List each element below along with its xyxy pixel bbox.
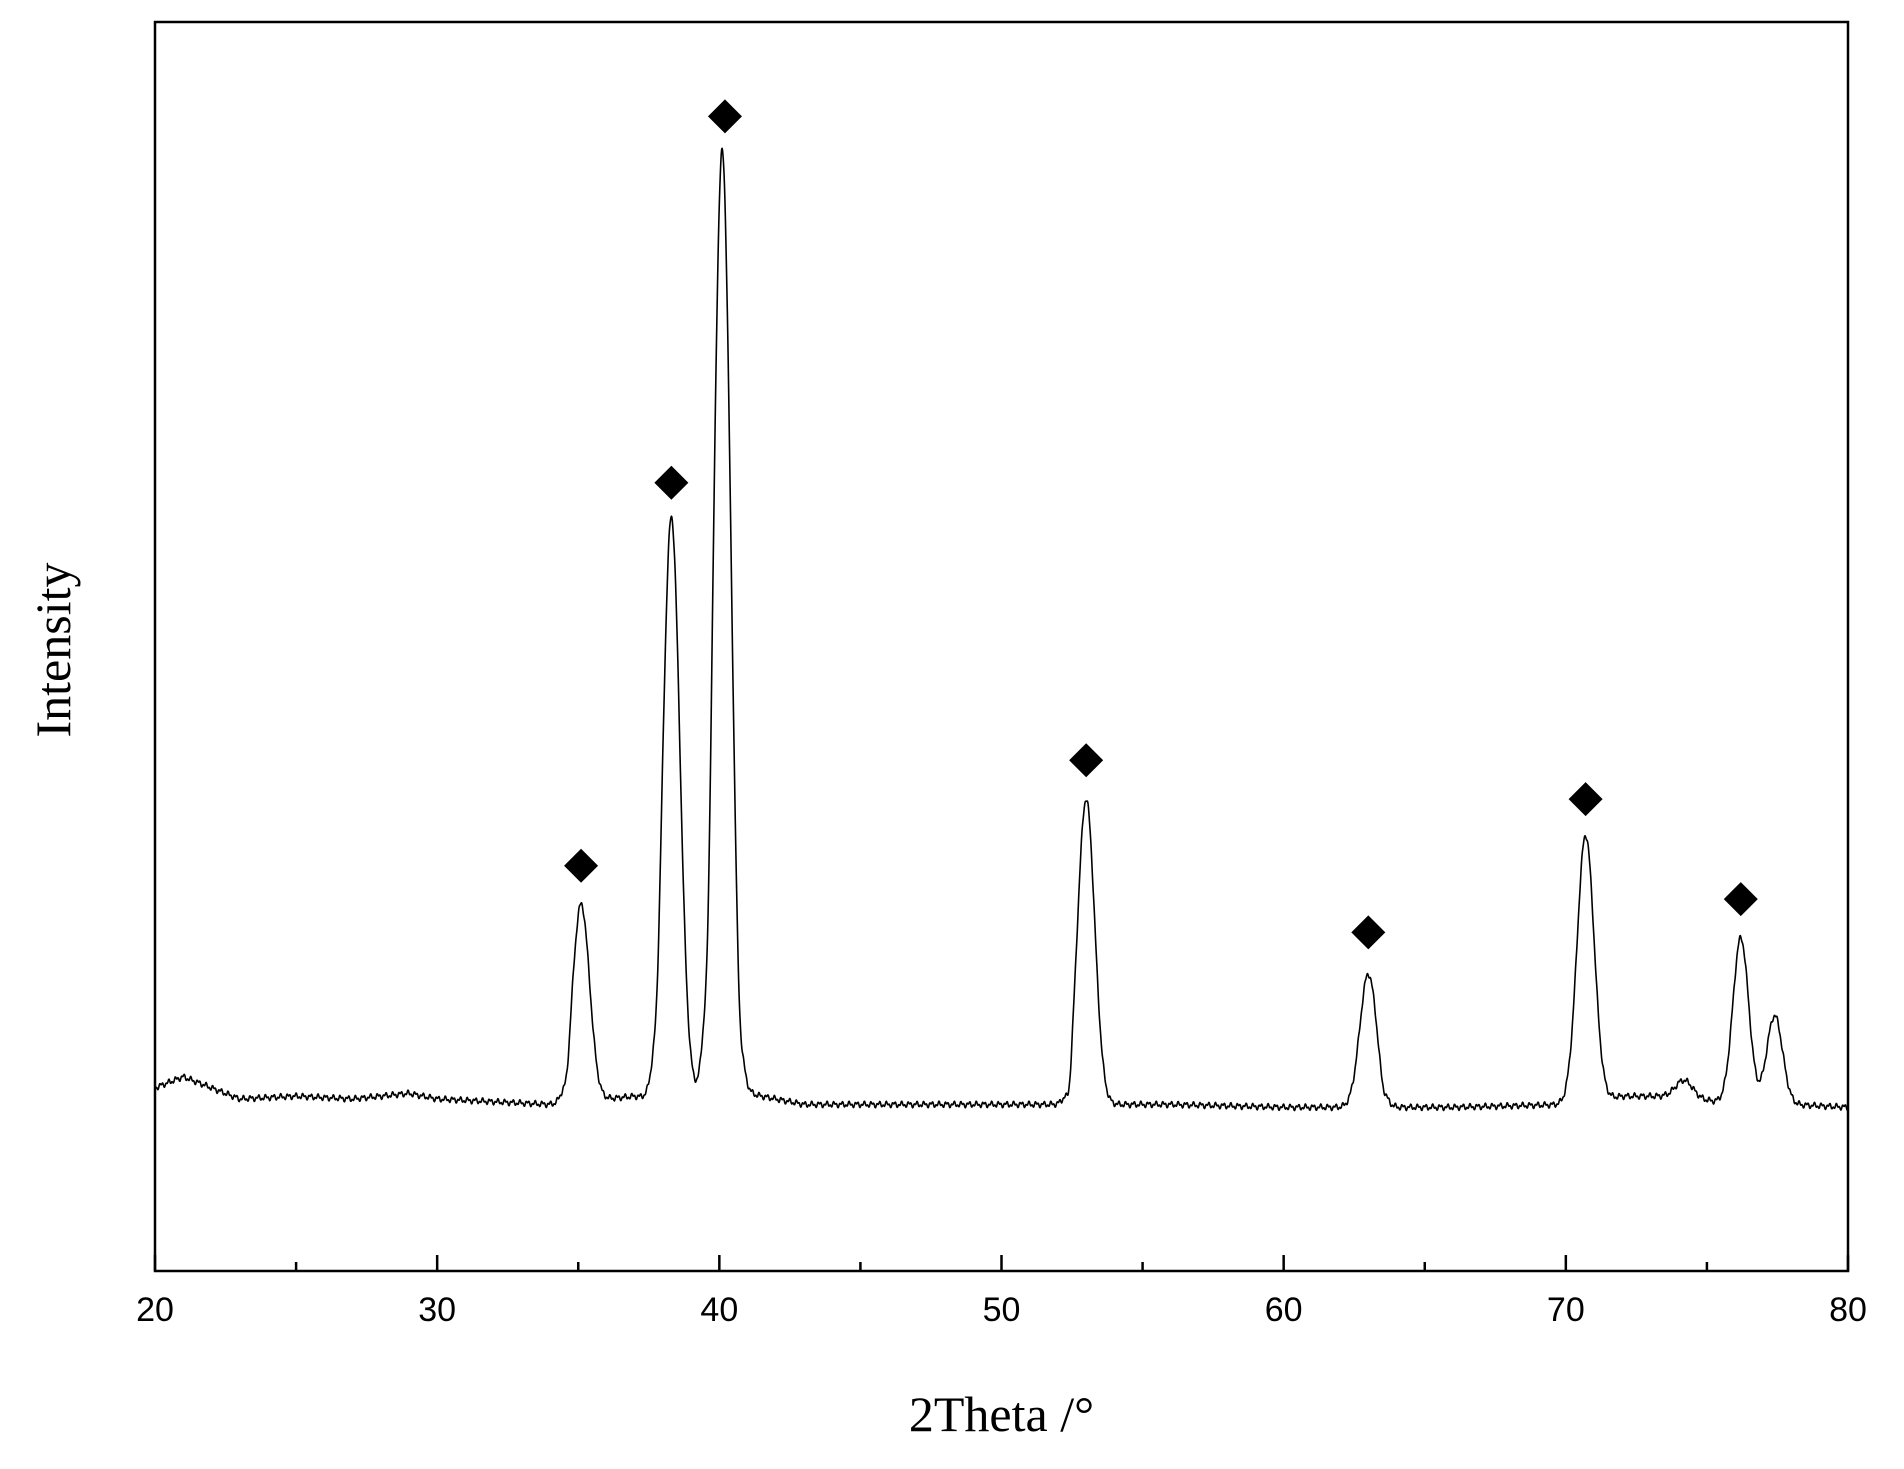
peak-marker-diamond xyxy=(707,99,742,134)
xrd-pattern-line xyxy=(154,147,1849,1112)
x-tick-label: 40 xyxy=(700,1291,738,1329)
y-axis-title: Intensity xyxy=(25,563,81,738)
peak-marker-diamond xyxy=(1069,743,1104,778)
peak-marker-diamond xyxy=(654,465,689,500)
x-tick-label: 30 xyxy=(418,1291,456,1329)
peak-marker-diamond xyxy=(1351,915,1386,950)
x-tick-label: 60 xyxy=(1265,1291,1303,1329)
peak-marker-diamond xyxy=(564,848,599,883)
plot-border xyxy=(153,20,1850,1273)
peak-markers xyxy=(564,99,1758,950)
series-group xyxy=(154,147,1849,1112)
x-axis-ticks xyxy=(153,1255,1850,1271)
x-tick-label: 20 xyxy=(136,1291,174,1329)
plot-frame xyxy=(153,20,1850,1273)
peak-marker-diamond xyxy=(1723,882,1758,917)
x-axis-title: 2Theta /° xyxy=(909,1386,1094,1442)
peak-marker-diamond xyxy=(1568,782,1603,817)
x-tick-label: 50 xyxy=(983,1291,1021,1329)
x-tick-label: 70 xyxy=(1547,1291,1585,1329)
x-axis-tick-labels: 20 30 40 50 60 70 80 xyxy=(136,1291,1867,1329)
x-tick-label: 80 xyxy=(1829,1291,1867,1329)
